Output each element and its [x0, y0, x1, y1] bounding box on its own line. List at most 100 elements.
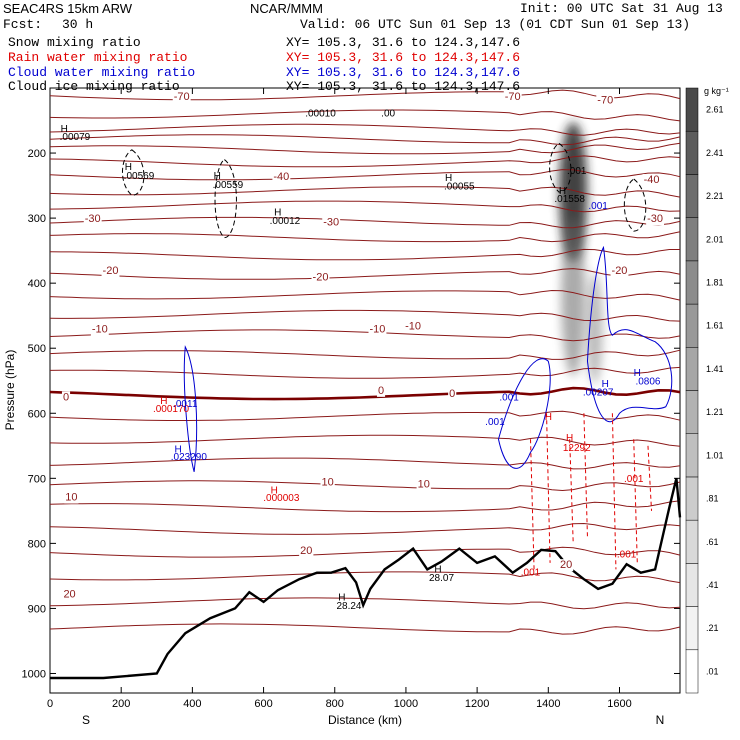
isotherm-label-bg	[61, 391, 71, 404]
isotherm	[49, 480, 681, 492]
isotherm-label-bg	[83, 213, 102, 226]
extremum-label: H	[566, 433, 573, 444]
x-tick-label: 1000	[394, 698, 418, 710]
extremum-label: .00569	[124, 171, 155, 182]
isotherm	[49, 410, 681, 421]
colorbar-label: 1.41	[706, 364, 724, 374]
extremum-label: .00010	[305, 109, 336, 120]
snow-branch	[586, 273, 603, 384]
contour-labels: -70 -70 -70 -40 -40 -30 -30 -30 -20 -20 -20 -10 -10 -…	[60, 90, 665, 612]
cloud-ice-contour	[623, 178, 647, 232]
y-tick-label: 800	[28, 538, 46, 550]
isotherm-label-bg	[311, 271, 330, 284]
isotherm-label: -10	[370, 324, 386, 336]
isotherm-label-bg	[646, 213, 665, 226]
isotherm	[49, 186, 681, 198]
extremum-label: H	[271, 485, 278, 496]
colorbar-label: .41	[706, 580, 719, 590]
rain-water-contour	[530, 439, 535, 570]
extremum-label: H	[545, 412, 552, 423]
isotherm-zero	[49, 386, 681, 401]
org-title: NCAR/MMM	[250, 1, 323, 16]
cloud-ice-contour	[122, 149, 145, 196]
colorbar-label: 1.81	[706, 277, 724, 287]
isotherm-label-bg	[272, 170, 291, 183]
rain-water-contour	[546, 413, 551, 563]
extremum-label: 28.07	[429, 573, 454, 584]
isotherm	[49, 134, 681, 146]
field-rain-name: Rain water mixing ratio	[8, 50, 188, 65]
field-cloud-xy: XY= 105.3, 31.6 to 124.3,147.6	[286, 65, 521, 80]
cloud-water-contour	[497, 358, 551, 469]
isotherm-label: -70	[174, 91, 190, 103]
isotherm	[49, 155, 681, 168]
model-title: SEAC4RS 15km ARW	[3, 1, 133, 16]
axes: 0 200 400 600 800 1000 1200 1400 160020030040050…	[22, 88, 680, 710]
isotherm-label: -20	[313, 272, 329, 284]
isotherm-label: 20	[300, 545, 312, 557]
plot-frame	[49, 87, 681, 694]
snow-lower	[561, 216, 586, 377]
isotherm-label-bg	[64, 491, 79, 504]
isotherm	[49, 109, 681, 122]
isotherm	[49, 329, 681, 342]
fcst-value: 30 h	[62, 17, 94, 32]
colorbar-swatch	[685, 606, 699, 651]
field-cloud-name: Cloud water mixing ratio	[8, 65, 196, 80]
colorbar-label: 2.41	[706, 148, 724, 158]
colorbar-swatch	[685, 563, 699, 607]
isotherm-label: -30	[323, 216, 339, 228]
isotherm-label: -70	[597, 95, 613, 107]
colorbar-label: 2.61	[706, 105, 724, 115]
x-axis-label: Distance (km)	[328, 713, 402, 727]
isotherm-label-bg	[172, 90, 191, 103]
rain-water-contour	[633, 439, 638, 563]
cloud-ice-contour	[549, 142, 572, 193]
isotherm-label: -20	[612, 265, 628, 277]
rain-water-contour	[583, 413, 588, 537]
isotherm-label-bg	[320, 476, 335, 489]
isotherm-label-bg	[642, 174, 661, 187]
isotherm-label-bg	[558, 559, 574, 572]
isotherm-label: 10	[322, 477, 334, 489]
extremum-label: H	[160, 396, 167, 407]
cloud-ice-contours	[122, 142, 647, 239]
colorbar-label: .81	[706, 494, 719, 504]
y-tick-label: 500	[28, 343, 46, 355]
fcst-label: Fcst:	[3, 17, 43, 32]
cloud-ice-contour	[214, 158, 237, 239]
y-tick-label: 700	[28, 473, 46, 485]
extremum-label: .001	[588, 201, 608, 212]
extremum-label: .001	[521, 567, 541, 578]
isotherm	[49, 571, 681, 584]
extremum-label: .0011	[173, 399, 198, 410]
isotherm-label-bg	[368, 323, 387, 336]
colorbar-swatch	[685, 303, 699, 348]
cloud-water-contour	[586, 245, 673, 423]
extremum-label: .00012	[270, 216, 301, 227]
colorbar-swatch	[685, 347, 699, 391]
y-tick-label: 600	[28, 408, 46, 420]
extremum-label: 28.24	[336, 601, 361, 612]
field-rain-xy: XY= 105.3, 31.6 to 124.3,147.6	[286, 50, 521, 65]
x-tick-label: 200	[112, 698, 130, 710]
colorbar-label: 1.61	[706, 321, 724, 331]
isotherm-label: -10	[405, 320, 421, 332]
isotherm-label-bg	[503, 90, 522, 103]
isotherm-label-bg	[101, 265, 120, 278]
colorbar-swatch	[685, 433, 699, 478]
init-time: Init: 00 UTC Sat 31 Aug 13	[520, 1, 723, 16]
isotherm	[49, 216, 681, 229]
y-tick-label: 900	[28, 603, 46, 615]
isotherm-label-bg	[299, 544, 314, 557]
colorbar-unit: g kg⁻¹	[704, 86, 729, 96]
colorbar: .01 .21 .41 .61 .81 1.01 1.21 1.41 1.61 1.81 2.01 2…	[685, 87, 724, 694]
cloud-water-contour	[183, 345, 198, 472]
extremum-label: .0806	[635, 377, 660, 388]
extremum-label: .001	[485, 417, 505, 428]
isotherm	[49, 366, 681, 379]
isotherm	[49, 500, 681, 513]
field-ice-xy: XY= 105.3, 31.6 to 124.3,147.6	[286, 79, 521, 94]
x-tick-label: 600	[254, 698, 272, 710]
